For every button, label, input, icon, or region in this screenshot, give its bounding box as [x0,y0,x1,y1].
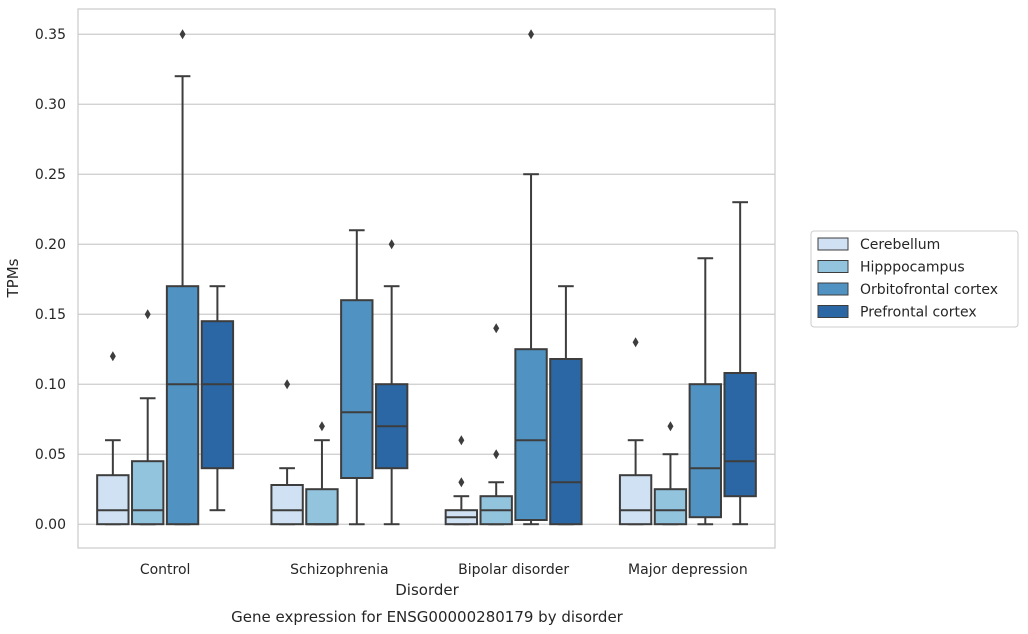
box [374,239,409,526]
legend-label: Orbitofrontal cortex [860,282,998,298]
box [618,337,653,526]
x-tick-label: Control [140,562,191,578]
legend-label: Cerebellum [860,237,940,253]
box-body [200,320,235,470]
y-tick-label: 0.20 [35,237,66,253]
y-tick-label: 0.05 [35,447,66,463]
outlier-point [528,29,535,40]
outlier-point [667,421,674,432]
outlier-point [632,337,639,348]
box-group [270,229,409,526]
box-body [723,372,757,498]
x-tick-label: Bipolar disorder [458,562,569,578]
box [653,421,688,526]
box [305,421,339,526]
outlier-point [144,309,151,320]
box [131,309,165,526]
x-tick-label: Major depression [628,562,748,578]
plot-frame [77,8,776,549]
box [165,29,200,526]
box [270,379,304,526]
legend-swatch [817,237,849,251]
box [723,201,757,526]
box-body [305,488,339,526]
box-group [96,29,235,526]
box-body [549,358,583,526]
outlier-point [458,477,465,488]
outlier-point [284,379,291,390]
outlier-point [458,435,465,446]
y-tick-label: 0.10 [35,377,66,393]
legend-swatch [817,260,849,273]
box [479,323,513,526]
box [200,285,235,512]
box-group [618,201,757,526]
box-body [514,348,548,522]
outlier-point [388,239,395,250]
outlier-point [179,29,186,40]
legend-label: Hipppocampus [860,260,965,276]
chart-caption: Gene expression for ENSG00000280179 by d… [231,608,624,626]
legend-label: Prefrontal cortex [860,305,977,321]
box [514,29,548,526]
box [549,285,583,526]
y-axis-label: TPMs [4,258,22,298]
legend-swatch [817,282,849,296]
box-body [653,488,688,526]
box-body [165,285,200,526]
x-tick-label: Schizophrenia [290,562,388,578]
box-body [618,474,653,526]
y-tick-labels: 0.00 0.05 0.10 0.15 0.20 0.25 0.30 0.35 [35,27,66,533]
outlier-point [109,351,116,362]
legend-swatch [817,305,849,318]
y-tick-label: 0.00 [35,517,66,533]
legend: Cerebellum Hipppocampus Orbitofrontal cort… [810,230,1019,328]
y-tick-label: 0.15 [35,307,66,323]
outlier-point [493,323,500,334]
y-tick-label: 0.30 [35,97,66,113]
x-axis-label: Disorder [395,581,459,599]
box [340,229,374,526]
box-body [96,474,130,526]
box-body [270,484,304,526]
box [688,257,722,526]
box-body [131,460,165,526]
x-tick-labels: Control Schizophrenia Bipolar disorder Majo… [140,562,748,578]
y-tick-label: 0.25 [35,167,66,183]
legend-frame [810,230,1019,328]
box-body [688,383,722,519]
outlier-point [493,449,500,460]
box [96,351,130,526]
y-tick-label: 0.35 [35,27,66,43]
outlier-point [318,421,325,432]
box-groups [96,29,757,526]
box-body [340,299,374,480]
box [444,435,479,526]
box-group [444,29,583,526]
